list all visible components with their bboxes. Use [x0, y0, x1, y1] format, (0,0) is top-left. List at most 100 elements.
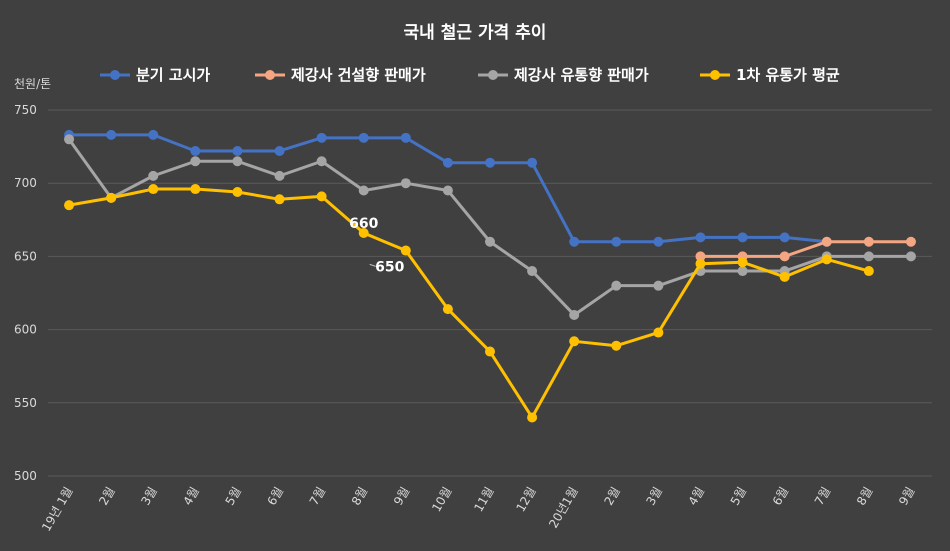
data-point — [611, 236, 622, 247]
x-tick-label: 10월 — [429, 485, 454, 515]
annotation-leader — [369, 263, 376, 267]
data-point — [737, 266, 748, 277]
data-point — [485, 236, 495, 247]
data-point — [64, 134, 75, 145]
data-point — [737, 257, 748, 268]
x-tick-label: 4월 — [686, 485, 707, 508]
data-point — [485, 157, 495, 168]
data-point — [400, 132, 411, 143]
data-point — [527, 266, 538, 277]
legend-item: 1차 유통가 평균 — [700, 66, 840, 84]
legend-item: 제강사 유통향 판매가 — [478, 66, 649, 84]
data-point — [821, 236, 832, 247]
data-point — [358, 132, 369, 143]
legend-marker — [265, 70, 275, 80]
legend: 분기 고시가 제강사 건설향 판매가 제강사 유통향 판매가 1차 유통가 평균 — [100, 66, 840, 84]
y-tick-label: 700 — [14, 176, 37, 190]
x-tick-label: 8월 — [349, 485, 370, 508]
data-point — [442, 185, 453, 196]
data-point — [190, 156, 201, 167]
data-point — [905, 236, 916, 247]
data-point — [148, 129, 159, 140]
data-point — [400, 245, 411, 256]
data-point — [316, 132, 327, 143]
series-layer — [64, 129, 916, 423]
chart-title: 국내 철근 가격 추이 — [404, 23, 547, 43]
data-point — [695, 258, 706, 269]
data-point — [653, 280, 664, 291]
legend-item: 분기 고시가 — [100, 66, 210, 84]
legend-label: 1차 유통가 평균 — [736, 66, 840, 84]
data-point — [653, 236, 664, 247]
data-point — [653, 327, 664, 338]
data-point — [569, 309, 580, 320]
data-point — [190, 184, 201, 195]
data-point — [737, 232, 748, 243]
data-point — [527, 412, 538, 423]
data-point — [106, 129, 117, 140]
data-point — [274, 170, 285, 181]
data-point — [148, 184, 159, 195]
x-tick-label: 5월 — [223, 485, 244, 508]
data-point — [863, 236, 874, 247]
data-point — [316, 191, 327, 202]
data-point — [695, 251, 706, 262]
annotations: 660 650 — [349, 216, 404, 276]
x-tick-label: 7월 — [812, 485, 833, 508]
data-label: 650 — [375, 259, 404, 275]
x-tick-label: 2월 — [601, 485, 622, 508]
x-tick-label: 20년1월 — [546, 485, 581, 531]
data-point — [232, 186, 243, 197]
x-tick-label: 3월 — [644, 485, 665, 508]
x-tick-label: 9월 — [391, 485, 412, 508]
data-point — [485, 346, 495, 357]
x-tick-label: 12월 — [513, 485, 538, 515]
tick-labels: 500 550 600 650 700 750 19년 1월 2월 3월 4월 5월 6월 7월 8월 9월… — [14, 103, 918, 534]
data-point — [274, 145, 285, 156]
y-tick-label: 550 — [14, 396, 37, 410]
x-tick-label: 19년 1월 — [39, 485, 76, 534]
data-point — [148, 170, 159, 181]
data-point — [358, 185, 369, 196]
data-point — [442, 304, 453, 315]
data-point — [779, 232, 790, 243]
x-tick-label: 2월 — [96, 485, 117, 508]
data-point — [821, 254, 832, 265]
data-point — [905, 251, 916, 262]
x-tick-label: 3월 — [138, 485, 159, 508]
legend-label: 제강사 유통향 판매가 — [514, 66, 649, 84]
x-tick-label: 9월 — [896, 485, 917, 508]
data-point — [611, 340, 622, 351]
series-3 — [64, 184, 874, 423]
x-tick-label: 4월 — [180, 485, 201, 508]
x-tick-label: 5월 — [728, 485, 749, 508]
legend-marker — [710, 70, 720, 80]
x-tick-label: 7월 — [307, 485, 328, 508]
data-point — [106, 192, 117, 203]
data-point — [569, 236, 580, 247]
data-label: 660 — [349, 216, 378, 232]
data-point — [863, 251, 874, 262]
x-tick-label: 8월 — [854, 485, 875, 508]
data-point — [442, 157, 453, 168]
legend-label: 분기 고시가 — [136, 66, 210, 84]
y-tick-label: 600 — [14, 323, 37, 337]
data-point — [779, 271, 790, 282]
series-line — [68, 187, 870, 419]
data-point — [232, 156, 243, 167]
legend-marker — [110, 70, 120, 80]
x-tick-label: 6월 — [265, 485, 286, 508]
y-tick-label: 650 — [14, 249, 37, 263]
data-point — [274, 194, 285, 205]
y-tick-label: 750 — [14, 103, 37, 117]
data-point — [695, 232, 706, 243]
x-tick-label: 11월 — [471, 485, 496, 515]
data-point — [779, 251, 790, 262]
series-line — [700, 240, 911, 258]
data-point — [64, 200, 75, 211]
grid — [48, 109, 932, 477]
data-point — [190, 145, 201, 156]
data-point — [316, 156, 327, 167]
